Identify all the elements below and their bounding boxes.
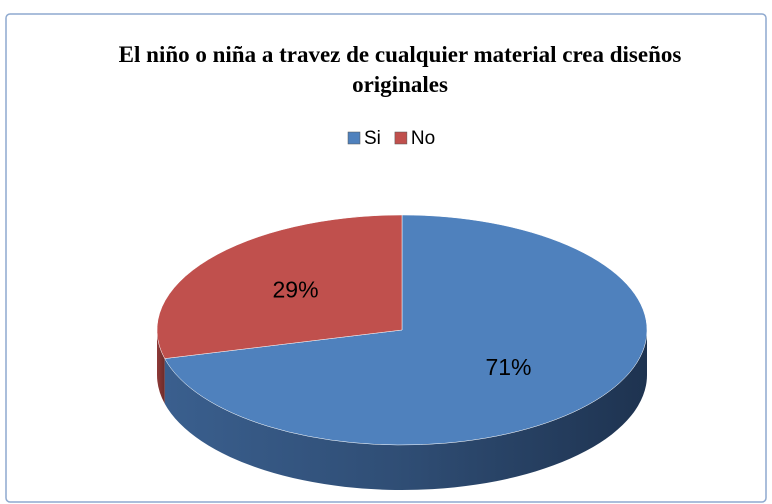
pie-slice	[164, 214, 648, 446]
data-label: 29%	[273, 276, 319, 302]
chart-title: El niño o niña a travez de cualquier mat…	[118, 42, 682, 97]
pie-side	[164, 330, 647, 490]
pie-side	[157, 330, 165, 404]
legend-swatch	[347, 131, 361, 145]
chart-border	[5, 13, 767, 503]
pie-slice	[156, 214, 403, 359]
legend-label: No	[411, 128, 435, 149]
data-label: 71%	[485, 354, 531, 380]
legend-swatch	[394, 131, 408, 145]
legend-label: Si	[364, 128, 381, 149]
